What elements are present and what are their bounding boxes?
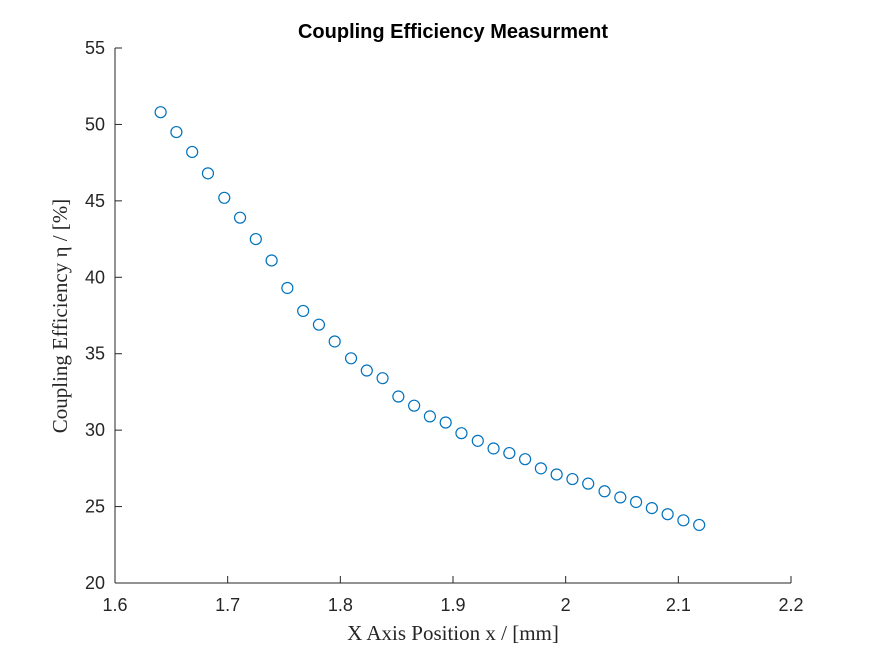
- data-point: [344, 352, 358, 365]
- x-tick-label: 2.1: [666, 595, 691, 615]
- data-point: [170, 125, 183, 139]
- data-point: [360, 364, 373, 377]
- data-point: [265, 254, 278, 267]
- data-point: [582, 477, 595, 490]
- data-point: [503, 446, 516, 460]
- y-tick-label: 20: [85, 573, 105, 593]
- data-point: [487, 442, 500, 455]
- data-point: [186, 145, 199, 159]
- y-axis-ticks: 20 25 30 35 40 45 50 55: [85, 38, 122, 593]
- data-point: [693, 518, 706, 532]
- x-tick-label: 1.8: [328, 595, 353, 615]
- data-point: [233, 211, 247, 224]
- y-tick-label: 45: [85, 191, 105, 211]
- data-point: [297, 304, 310, 318]
- data-point: [201, 167, 215, 180]
- data-point: [645, 502, 658, 515]
- data-point: [598, 485, 611, 498]
- x-tick-label: 2: [561, 595, 571, 615]
- x-tick-label: 2.2: [778, 595, 803, 615]
- y-tick-label: 25: [85, 497, 105, 517]
- data-point: [249, 232, 262, 246]
- x-tick-label: 1.9: [440, 595, 465, 615]
- data-point: [376, 372, 389, 385]
- data-point: [661, 508, 674, 521]
- data-point: [471, 434, 484, 447]
- data-point: [614, 491, 627, 504]
- x-axis-label: X Axis Position x / [mm]: [347, 621, 559, 645]
- x-axis-ticks: 1.6 1.7 1.8 1.9 2 2.1 2.2: [102, 576, 804, 615]
- data-point: [154, 106, 167, 119]
- data-point: [408, 399, 421, 412]
- data-point: [629, 495, 643, 509]
- data-point: [439, 416, 452, 429]
- data-point: [312, 318, 326, 331]
- chart-title: Coupling Efficiency Measurment: [298, 21, 608, 43]
- data-point: [328, 335, 341, 348]
- data-point: [534, 462, 547, 475]
- y-tick-label: 40: [85, 267, 105, 287]
- x-tick-label: 1.7: [215, 595, 240, 615]
- y-tick-label: 30: [85, 420, 105, 440]
- y-axis-label: Coupling Efficiency η / [%]: [48, 199, 72, 434]
- data-point: [566, 472, 579, 486]
- data-point: [423, 410, 437, 423]
- data-point: [281, 281, 294, 295]
- data-point: [550, 468, 563, 481]
- data-point: [519, 453, 532, 466]
- data-point: [455, 427, 468, 440]
- data-point: [218, 191, 231, 204]
- data-points: [154, 106, 706, 532]
- y-tick-label: 55: [85, 38, 105, 58]
- y-tick-label: 50: [85, 114, 105, 134]
- y-tick-label: 35: [85, 344, 105, 364]
- data-point: [392, 390, 405, 403]
- data-point: [677, 514, 690, 527]
- x-tick-label: 1.6: [102, 595, 127, 615]
